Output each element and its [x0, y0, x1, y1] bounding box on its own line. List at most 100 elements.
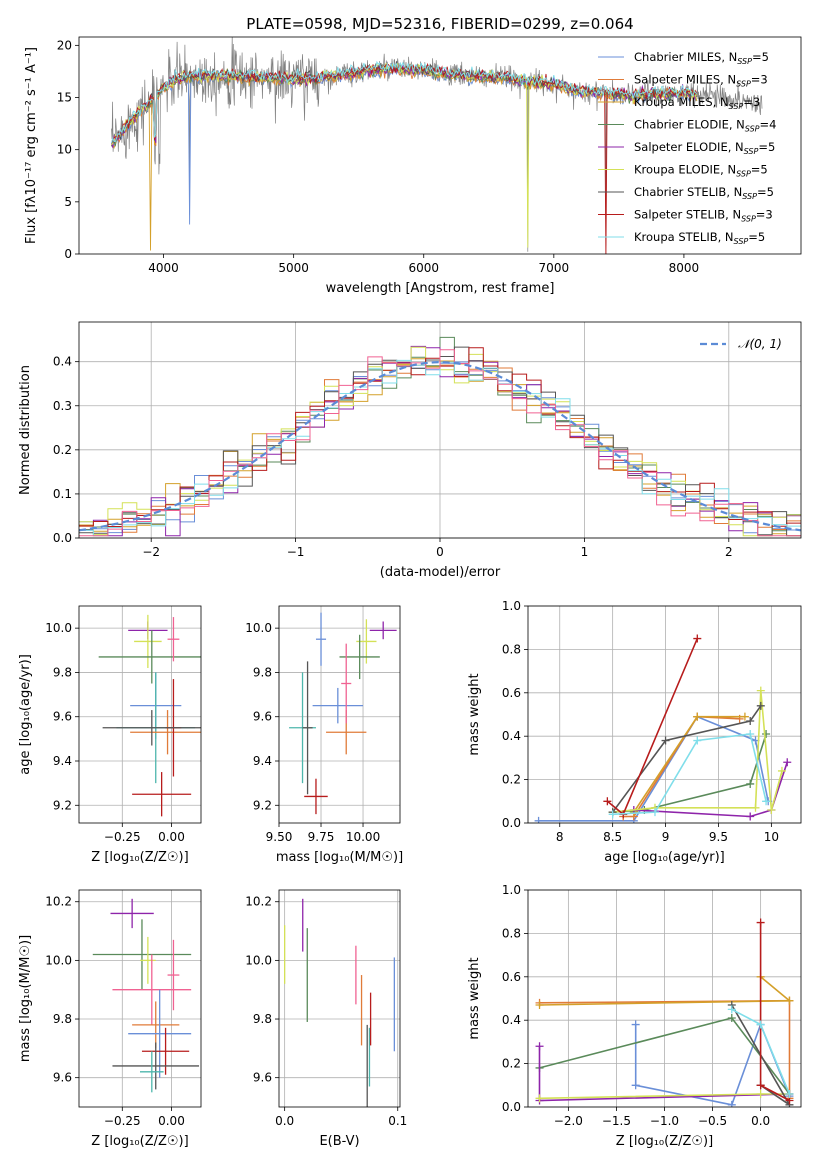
errorbar-point	[167, 617, 180, 662]
y-tick-label: 10.0	[45, 953, 72, 967]
legend-entry: Salpeter ELODIE, NSSP=5	[634, 140, 775, 156]
plus-marker	[756, 1081, 765, 1090]
x-axis-label: Z [log₁₀(Z/Z☉)]	[616, 1134, 713, 1149]
plus-marker	[631, 1020, 640, 1029]
x-tick-label: 8.5	[603, 830, 622, 844]
x-axis-label: E(B-V)	[319, 1134, 359, 1149]
plus-marker	[746, 717, 755, 726]
axes-frame	[78, 889, 202, 1108]
errorbar-point	[140, 1051, 164, 1093]
legend-entry: Chabrier ELODIE, NSSP=4	[634, 118, 776, 134]
y-tick-label: 9.8	[53, 1012, 72, 1026]
x-axis-label: wavelength [Angstrom, rest frame]	[326, 281, 555, 296]
axes-frame	[527, 605, 802, 824]
plus-marker	[756, 1020, 765, 1029]
legend-entry: Kroupa MILES, NSSP=3	[634, 95, 760, 111]
y-tick-label: 1.0	[502, 883, 521, 897]
y-tick-label: 9.6	[253, 710, 272, 724]
grid	[79, 890, 201, 1107]
x-tick-label: 0	[436, 545, 444, 559]
plus-marker	[762, 730, 771, 739]
axes-frame	[78, 321, 802, 539]
x-tick-label: 5000	[278, 261, 309, 275]
x-tick-label: 8	[556, 830, 564, 844]
plot-area	[98, 614, 201, 817]
legend-entry: Kroupa ELODIE, NSSP=5	[634, 163, 768, 179]
plus-marker	[650, 808, 659, 817]
weight-line-3	[612, 733, 767, 813]
axes-frame	[278, 605, 401, 824]
x-tick-label: 0.0	[751, 1114, 770, 1128]
x-tick-label: −1.5	[602, 1114, 631, 1128]
x-tick-label: 1	[581, 545, 589, 559]
y-tick-label: 20	[57, 38, 72, 52]
plot-area	[92, 898, 200, 1093]
errorbar-point	[302, 661, 313, 795]
y-tick-label: 9.2	[253, 798, 272, 812]
x-tick-label: −0.25	[104, 830, 141, 844]
x-tick-label: 6000	[408, 261, 439, 275]
panel-residuals: −2 −1 0 1 2 0.0 0.1 0.2 0.3 0.4 (data-model)/error…	[18, 321, 802, 580]
x-tick-label: 10.00	[346, 830, 380, 844]
model-line-6	[111, 61, 698, 144]
grid	[79, 606, 201, 823]
errorbar-point	[128, 989, 192, 1078]
histogram-step-9	[79, 349, 801, 537]
plot-area	[284, 898, 395, 1107]
x-tick-label: −2.0	[554, 1114, 583, 1128]
y-tick-label: 0.4	[502, 1013, 521, 1027]
grid	[279, 890, 400, 1107]
panel-mass-vs-Z: −0.25 0.00 9.6 9.8 10.0 10.2 Z [log₁₀(Z/Z☉)] ma…	[18, 889, 202, 1149]
y-tick-label: 0.1	[53, 487, 72, 501]
legend-entry: Salpeter STELIB, NSSP=3	[634, 208, 773, 224]
plus-marker	[727, 1005, 736, 1014]
plot-area	[111, 37, 763, 254]
errorbar-point	[304, 778, 328, 815]
y-tick-label: 0.2	[502, 773, 521, 787]
y-tick-label: 0.6	[502, 970, 521, 984]
y-tick-label: 0.0	[502, 1100, 521, 1114]
y-tick-label: 0.2	[502, 1057, 521, 1071]
errorbar-point	[140, 936, 156, 984]
plus-marker	[631, 1081, 640, 1090]
x-tick-label: −0.25	[104, 1114, 141, 1128]
plus-marker	[777, 766, 786, 775]
x-tick-label: −1.0	[650, 1114, 679, 1128]
errorbar-point	[112, 1042, 200, 1090]
y-tick-label: 10.0	[245, 953, 272, 967]
y-tick-label: 0.0	[502, 816, 521, 830]
x-tick-label: 8000	[669, 261, 700, 275]
plus-marker	[783, 758, 792, 767]
errorbar-point	[132, 772, 192, 817]
x-axis-label: (data-model)/error	[380, 565, 501, 580]
plus-marker	[767, 805, 776, 814]
y-tick-label: 0	[64, 247, 72, 261]
y-tick-label: 9.8	[253, 1012, 272, 1026]
y-tick-label: 10.0	[45, 621, 72, 635]
x-tick-label: 2	[725, 545, 733, 559]
x-tick-label: 9	[662, 830, 670, 844]
plus-marker	[693, 712, 702, 721]
x-tick-label: −1	[287, 545, 305, 559]
x-tick-label: 0.1	[388, 1114, 407, 1128]
x-tick-label: 0.00	[158, 830, 185, 844]
grid	[278, 606, 400, 823]
plot-area	[79, 336, 801, 537]
legend-entry: Chabrier STELIB, NSSP=5	[634, 185, 774, 201]
plus-marker	[535, 1001, 544, 1010]
errorbar-point	[112, 954, 192, 1025]
y-tick-label: 9.8	[253, 665, 272, 679]
x-tick-label: 4000	[148, 261, 179, 275]
x-tick-label: 9.75	[308, 830, 335, 844]
panel-mass-vs-EBV: 0.0 0.1 9.6 9.8 10.0 10.2 E(B-V)	[245, 889, 407, 1149]
errorbar-point	[141, 1027, 190, 1075]
x-axis-label: Z [log₁₀(Z/Z☉)]	[91, 1134, 188, 1149]
plus-marker	[785, 996, 794, 1005]
plus-marker	[785, 1089, 794, 1098]
model-line-8	[111, 60, 698, 144]
errorbar-point	[341, 643, 352, 724]
y-tick-label: 0.6	[502, 686, 521, 700]
panel-age-vs-Z: −0.25 0.00 9.2 9.4 9.6 9.8 10.0 Z [log₁₀(Z/Z☉)]…	[18, 605, 202, 865]
plus-marker	[756, 918, 765, 927]
legend-entry: Chabrier MILES, NSSP=5	[634, 50, 769, 66]
